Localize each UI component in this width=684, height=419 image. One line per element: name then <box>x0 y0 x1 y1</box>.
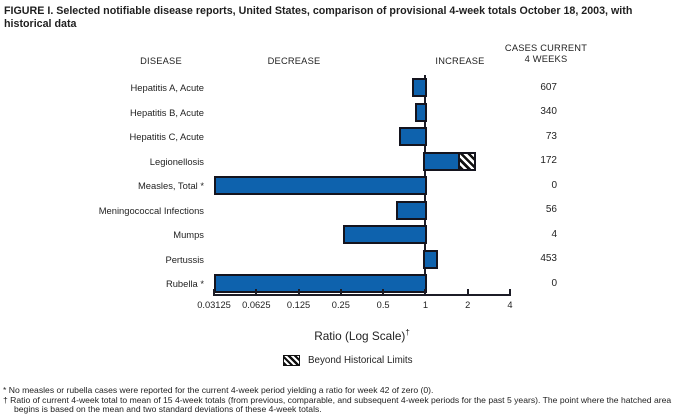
x-axis-tick <box>466 289 469 294</box>
x-axis-tick-label: 2 <box>465 300 471 310</box>
x-axis-tick <box>213 289 215 294</box>
figure-title: FIGURE I. Selected notifiable disease re… <box>4 5 633 30</box>
legend-label: Beyond Historical Limits <box>308 355 413 366</box>
disease-label: Mumps <box>173 229 204 240</box>
disease-label: Hepatitis A, Acute <box>130 82 204 93</box>
column-header-decrease: DECREASE <box>267 56 321 66</box>
x-axis-tick <box>297 289 300 294</box>
case-count: 172 <box>540 155 557 166</box>
x-axis-tick-label: 0.03125 <box>197 300 231 310</box>
beyond-historical-limits-segment <box>457 151 476 171</box>
ratio-bar <box>343 225 428 244</box>
column-header-disease: DISEASE <box>140 56 182 66</box>
ratio-bar <box>214 176 428 195</box>
footnote-dagger-marker: † <box>3 394 8 405</box>
x-axis-tick-label: 0.5 <box>376 300 390 310</box>
ratio-bar <box>396 200 428 220</box>
x-axis-tick-label: 0.125 <box>286 300 311 310</box>
case-count: 607 <box>540 81 557 93</box>
footnotes: * No measles or rubella cases were repor… <box>3 385 681 415</box>
disease-label: Pertussis <box>165 253 204 265</box>
x-axis-label: Ratio (Log Scale)† <box>214 328 510 343</box>
x-axis-tick <box>424 289 427 294</box>
x-axis-label-text: Ratio (Log Scale) <box>314 328 406 343</box>
x-axis-tick <box>255 289 258 294</box>
x-axis-label-dagger: † <box>405 328 410 337</box>
column-header-cases-line2: 4 WEEKS <box>524 53 568 64</box>
disease-label: Hepatitis C, Acute <box>129 131 204 142</box>
ratio-bar <box>214 274 428 293</box>
x-axis-tick-label: 0.0625 <box>242 300 271 310</box>
x-axis-line <box>213 294 511 296</box>
footnote-dagger: † Ratio of current 4-week total to mean … <box>3 394 681 415</box>
ratio-bar <box>414 102 428 122</box>
column-header-increase: INCREASE <box>435 56 485 66</box>
case-count: 73 <box>545 130 557 142</box>
column-header-cases: CASES CURRENT 4 WEEKS <box>491 43 601 64</box>
case-count: 56 <box>545 204 557 215</box>
beyond-historical-limits-hatch-swatch <box>283 355 300 366</box>
x-axis-tick <box>339 289 342 294</box>
case-count: 4 <box>551 228 557 240</box>
column-header-cases-line1: CASES CURRENT <box>504 43 588 53</box>
legend: Beyond Historical Limits <box>283 355 413 366</box>
disease-label: Rubella * <box>165 278 204 289</box>
x-axis-tick <box>509 289 511 294</box>
disease-label: Measles, Total * <box>137 180 204 191</box>
footnote-asterisk-text: No measles or rubella cases were reporte… <box>8 385 434 395</box>
case-count: 453 <box>540 253 557 264</box>
x-axis-tick-label: 1 <box>422 300 428 310</box>
disease-label: Legionellosis <box>149 155 204 167</box>
case-count: 0 <box>551 179 557 191</box>
x-axis-tick-label: 4 <box>507 300 513 310</box>
ratio-bar <box>411 78 428 97</box>
case-count: 340 <box>540 106 557 117</box>
x-axis-tick <box>382 289 385 294</box>
footnote-asterisk: * No measles or rubella cases were repor… <box>3 385 681 396</box>
x-axis-tick-label: 0.25 <box>331 300 350 310</box>
disease-label: Hepatitis B, Acute <box>130 106 204 118</box>
chart-area: Hepatitis A, Acute 607 Hepatitis B, Acute 3… <box>0 75 684 310</box>
footnote-dagger-text: Ratio of current 4-week total to mean of… <box>10 394 672 415</box>
footnote-asterisk-marker: * <box>3 385 7 395</box>
disease-label: Meningococcal Infections <box>98 204 204 216</box>
ratio-bar <box>423 249 438 269</box>
ratio-bar <box>399 127 428 146</box>
case-count: 0 <box>551 277 557 289</box>
